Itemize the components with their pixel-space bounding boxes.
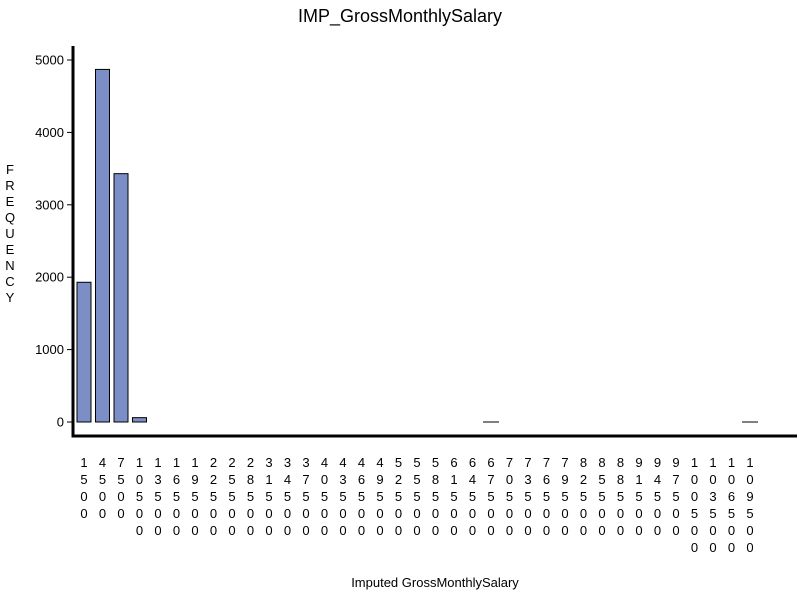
y-tick-label: 0 [57,415,64,430]
y-tick-label: 2000 [35,270,64,285]
bar [113,173,129,423]
bar [132,417,147,423]
bar [76,281,92,423]
chart-title: IMP_GrossMonthlySalary [297,6,503,26]
bar [95,68,110,423]
y-tick-label: 1000 [35,342,64,357]
y-tick-label: 5000 [35,53,64,68]
y-tick-label: 4000 [35,125,64,140]
x-axis-label: Imputed GrossMonthlySalary [351,575,519,590]
y-tick-label: 3000 [35,197,64,212]
